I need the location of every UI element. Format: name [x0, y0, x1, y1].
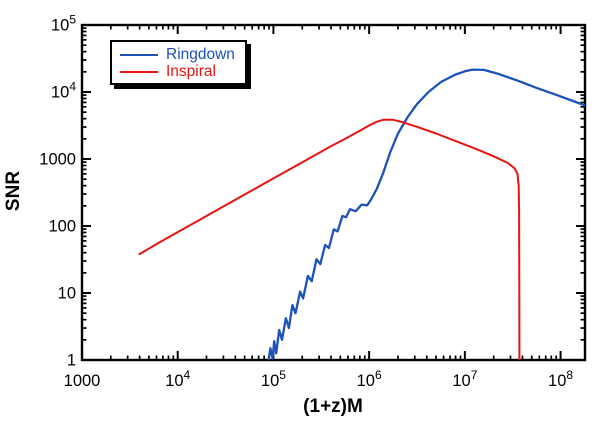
- series-line-ringdown: [267, 68, 585, 360]
- tick-label: 100: [48, 218, 76, 236]
- tick-label: 108: [548, 368, 573, 390]
- legend-entry-inspiral: Inspiral: [120, 63, 245, 80]
- tick-label: 10: [58, 285, 76, 303]
- tick-label: 104: [51, 80, 76, 102]
- legend-label-inspiral: Inspiral: [166, 63, 216, 80]
- y-axis-title: SNR: [3, 170, 24, 212]
- tick-label: 1000: [39, 151, 76, 169]
- x-axis-title: (1+z)M: [303, 396, 363, 417]
- tick-label: 104: [165, 368, 190, 390]
- legend-label-ringdown: Ringdown: [166, 46, 235, 63]
- legend-entry-ringdown: Ringdown: [120, 46, 245, 63]
- legend-swatch-ringdown-line: [120, 53, 158, 56]
- tick-label: 105: [261, 368, 286, 390]
- tick-label: 105: [51, 13, 76, 35]
- tick-label: 1: [67, 352, 76, 370]
- tick-label: 106: [357, 368, 382, 390]
- legend: Ringdown Inspiral: [110, 40, 247, 85]
- tick-label: 107: [452, 368, 477, 390]
- tick-label: 1000: [64, 372, 101, 390]
- legend-swatch-inspiral-line: [120, 70, 158, 73]
- series-line-inspiral: [138, 118, 521, 360]
